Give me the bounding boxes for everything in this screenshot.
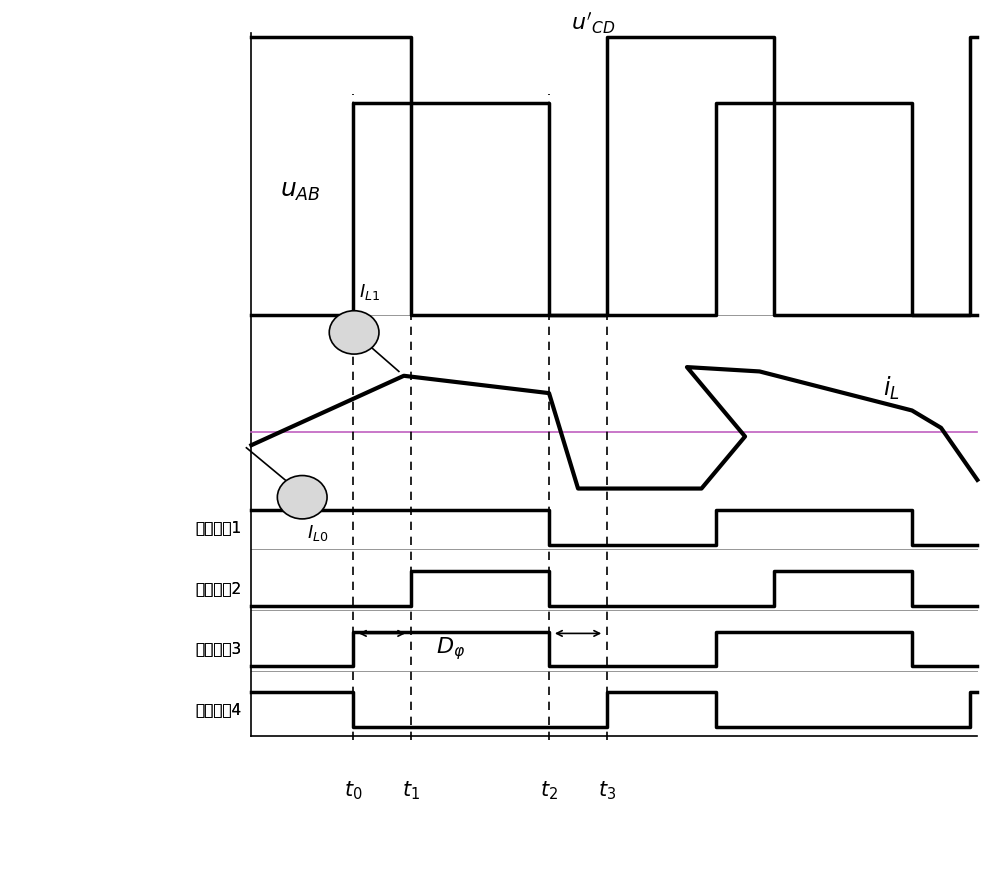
Text: 桥臂驱动4: 桥臂驱动4: [195, 702, 241, 718]
Text: 桥臂驱动2: 桥臂驱动2: [195, 581, 241, 595]
Text: 桥臂驱动1: 桥臂驱动1: [195, 520, 241, 535]
Text: $u'_{CD}$: $u'_{CD}$: [571, 10, 615, 36]
Text: $D_{\varphi}$: $D_{\varphi}$: [436, 636, 466, 663]
Text: $t_2$: $t_2$: [540, 779, 558, 801]
Text: $i_L$: $i_L$: [883, 375, 900, 402]
Text: 桥臂驱动4: 桥臂驱动4: [195, 702, 241, 718]
Text: $t_0$: $t_0$: [344, 779, 362, 801]
Text: $I_{L0}$: $I_{L0}$: [307, 523, 329, 543]
Text: $I_{L1}$: $I_{L1}$: [359, 282, 380, 302]
Circle shape: [329, 311, 379, 354]
Text: $t_3$: $t_3$: [598, 779, 616, 801]
Text: 桥臂驱动3: 桥臂驱动3: [195, 642, 241, 656]
Text: 桥臂驱动2: 桥臂驱动2: [195, 581, 241, 595]
Text: $t_1$: $t_1$: [402, 779, 420, 801]
Text: $u_{AB}$: $u_{AB}$: [280, 180, 321, 203]
Text: 桥臂驱动1: 桥臂驱动1: [195, 520, 241, 535]
Circle shape: [277, 476, 327, 519]
Text: 桥臂驱动3: 桥臂驱动3: [195, 642, 241, 656]
